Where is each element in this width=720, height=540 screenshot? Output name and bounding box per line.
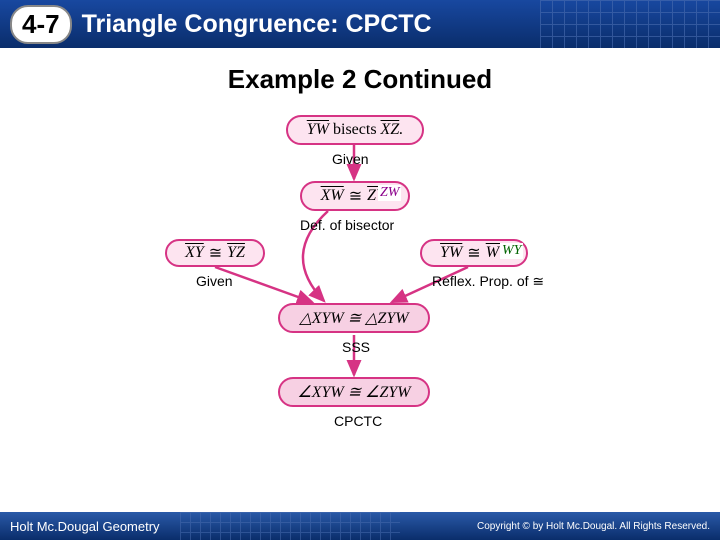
handwritten-zw: ZW bbox=[378, 185, 401, 201]
footer-bar: Holt Mc.Dougal Geometry Copyright © by H… bbox=[0, 512, 720, 540]
slide-subtitle: Example 2 Continued bbox=[0, 64, 720, 95]
seg-yw2: YW bbox=[440, 244, 462, 262]
flow-box-1: YW bisects XZ. bbox=[286, 115, 424, 145]
caption-given-1: Given bbox=[332, 151, 369, 167]
flowchart: YW bisects XZ. Given XW ≅ ZW ZW Def. of … bbox=[0, 95, 720, 495]
footer-grid-decoration bbox=[180, 512, 400, 540]
handwritten-wy: WY bbox=[500, 243, 523, 259]
seg-xy: XY bbox=[185, 244, 204, 262]
slide-body: Example 2 Continued YW bisects XZ. Given… bbox=[0, 48, 720, 512]
header-grid-decoration bbox=[540, 0, 720, 48]
flow-box-5: △XYW ≅ △ZYW bbox=[278, 303, 430, 333]
bisects-text: bisects bbox=[329, 121, 381, 138]
caption-reflex: Reflex. Prop. of ≅ bbox=[432, 273, 544, 290]
caption-cpctc: CPCTC bbox=[334, 413, 382, 429]
caption-given-2: Given bbox=[196, 273, 233, 289]
header-bar: 4-7 Triangle Congruence: CPCTC bbox=[0, 0, 720, 48]
seg-xz: XZ bbox=[381, 121, 400, 138]
period: . bbox=[399, 121, 403, 138]
seg-xw: XW bbox=[321, 187, 344, 205]
seg-yz: YZ bbox=[227, 244, 245, 262]
caption-sss: SSS bbox=[342, 339, 370, 355]
flow-box-6: ∠XYW ≅ ∠ZYW bbox=[278, 377, 430, 407]
lesson-number-badge: 4-7 bbox=[10, 5, 72, 44]
seg-yw: YW bbox=[307, 121, 329, 138]
footer-copyright: Copyright © by Holt Mc.Dougal. All Right… bbox=[477, 521, 710, 532]
caption-def-bisector: Def. of bisector bbox=[300, 217, 394, 233]
footer-left-text: Holt Mc.Dougal Geometry bbox=[10, 519, 160, 534]
lesson-title: Triangle Congruence: CPCTC bbox=[82, 10, 432, 39]
flow-box-3: XY ≅ YZ bbox=[165, 239, 265, 267]
